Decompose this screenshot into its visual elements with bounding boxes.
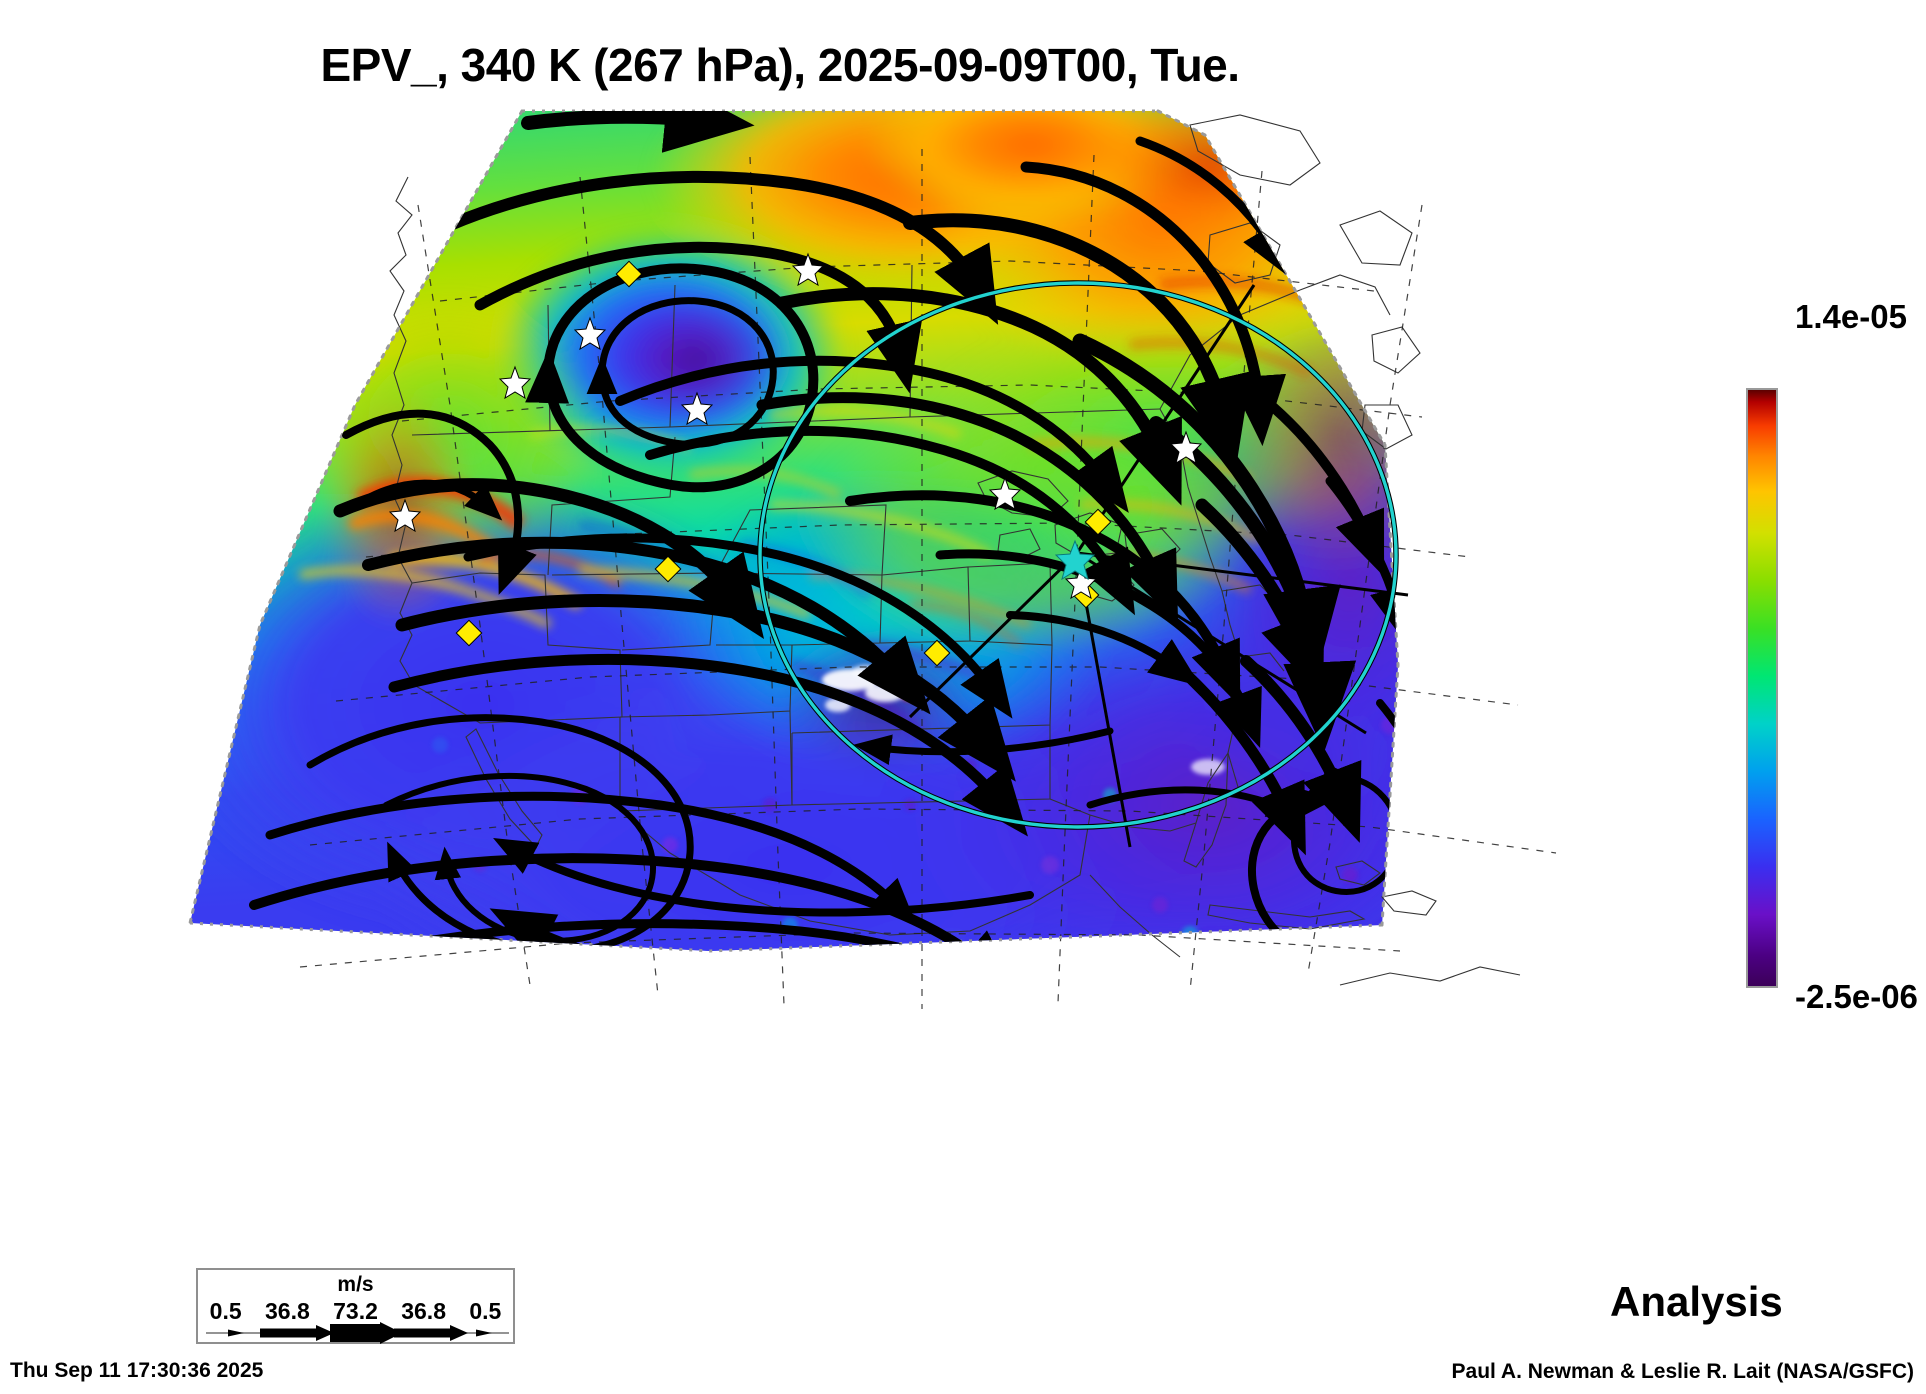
generation-timestamp: Thu Sep 11 17:30:36 2025 xyxy=(10,1359,264,1382)
colorbar-gradient xyxy=(1746,388,1778,988)
wind-speed-legend: m/s 0.5 36.8 73.2 36.8 0.5 xyxy=(196,1268,515,1344)
station-marker-star[interactable] xyxy=(1054,539,1096,581)
map-boundary xyxy=(188,109,1400,953)
site-marker-diamond[interactable] xyxy=(455,260,1112,667)
wind-legend-unit: m/s xyxy=(337,1273,374,1296)
colorbar[interactable] xyxy=(1746,388,1778,988)
colorbar-min-label: -2.5e-06 xyxy=(1795,978,1918,1015)
wind-value-3: 36.8 xyxy=(401,1298,446,1324)
wind-legend-values: 0.5 36.8 73.2 36.8 0.5 xyxy=(198,1298,513,1325)
page-title: EPV_, 340 K (267 hPa), 2025-09-09T00, Tu… xyxy=(320,39,1240,91)
wind-value-0: 0.5 xyxy=(209,1298,242,1324)
map-markers[interactable] xyxy=(388,252,1203,667)
wind-value-4: 0.5 xyxy=(469,1298,502,1324)
wind-value-1: 36.8 xyxy=(265,1298,310,1324)
colorbar-max-label: 1.4e-05 xyxy=(1795,298,1907,335)
author-credit: Paul A. Newman & Leslie R. Lait (NASA/GS… xyxy=(1451,1360,1914,1383)
range-ring xyxy=(757,280,1399,830)
event-marker-star[interactable] xyxy=(388,252,1203,600)
wind-legend-arrow-scale xyxy=(206,1322,509,1344)
analysis-mode-label: Analysis xyxy=(1610,1278,1783,1325)
wind-value-2: 73.2 xyxy=(333,1298,378,1324)
map-panel[interactable] xyxy=(150,105,1570,1035)
